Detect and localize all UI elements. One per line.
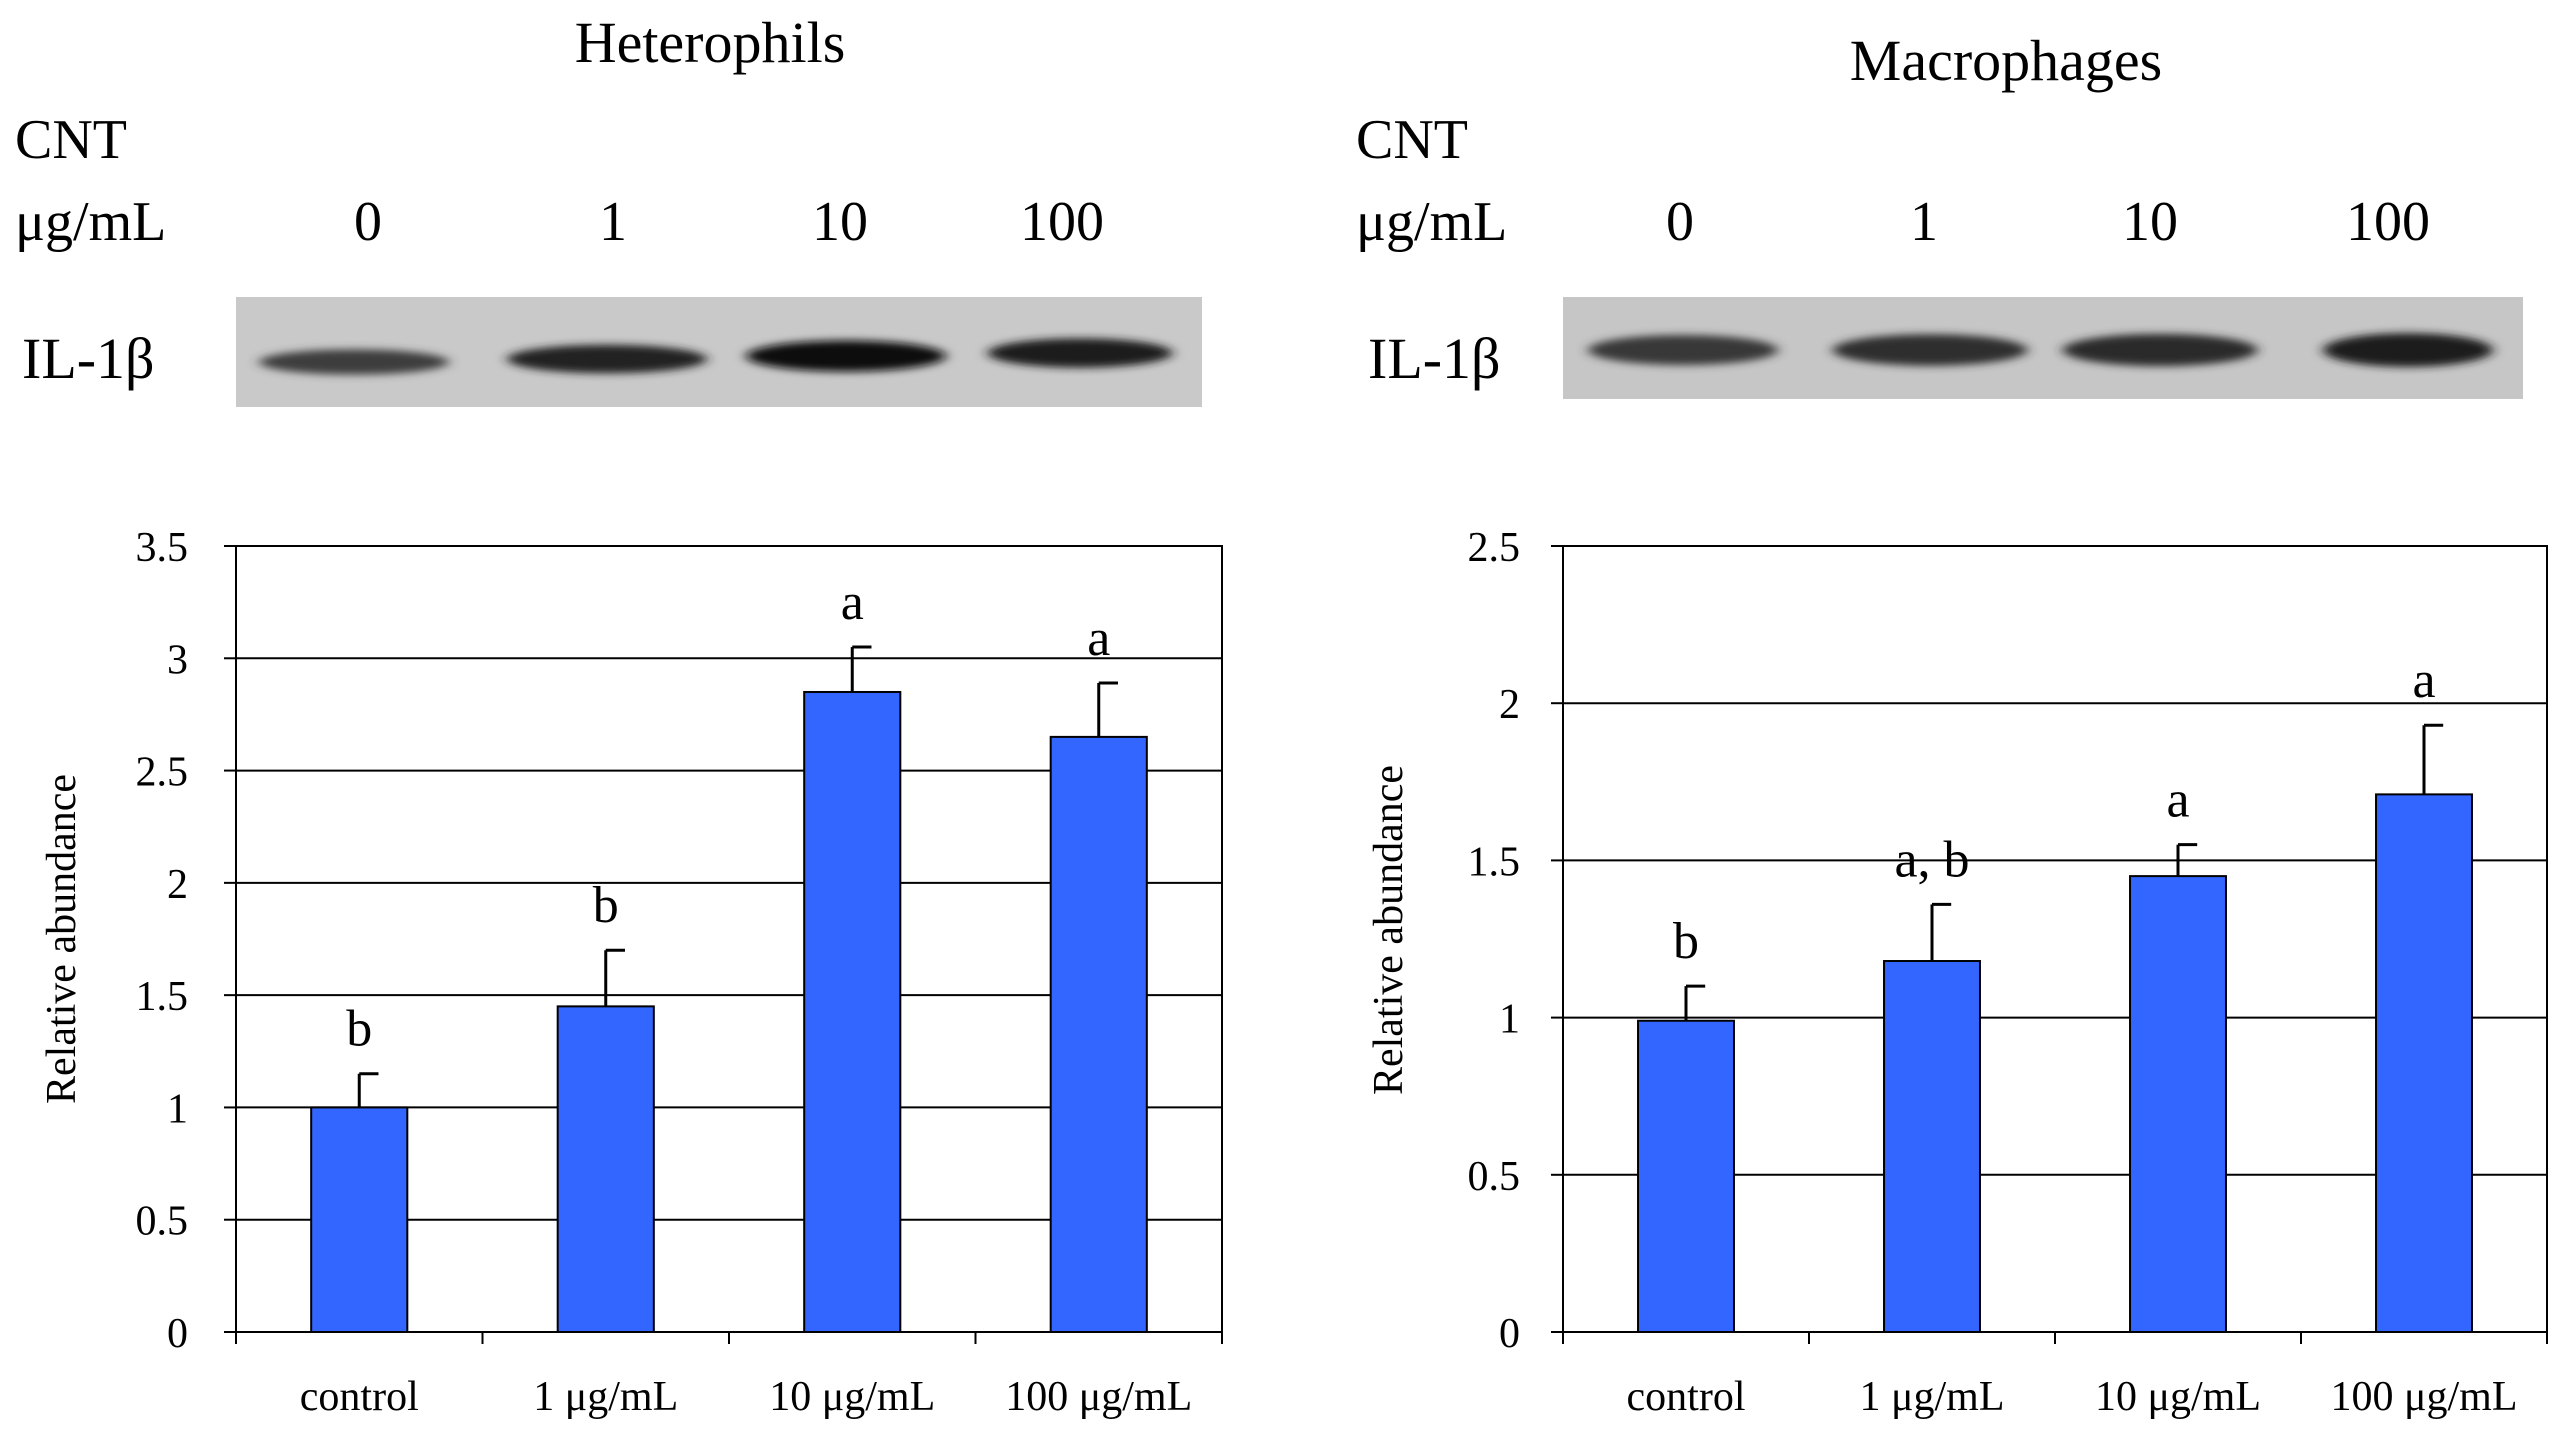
y-axis-label: Relative abundance xyxy=(1366,765,1412,1095)
conc-label: 100 xyxy=(1020,191,1104,253)
y-tick-label: 2 xyxy=(167,862,188,908)
bar xyxy=(310,1106,409,1334)
y-tick-label: 1.5 xyxy=(1468,839,1521,885)
significance-label: b xyxy=(1673,913,1699,970)
conc-label: 0 xyxy=(1666,191,1694,253)
blot-band xyxy=(259,349,449,375)
blot-band xyxy=(1832,334,2028,366)
significance-label: a xyxy=(2412,652,2435,709)
significance-label: b xyxy=(593,877,619,934)
western-blot xyxy=(1563,297,2523,399)
y-tick-label: 0.5 xyxy=(1468,1154,1521,1200)
y-tick-label: 2.5 xyxy=(136,750,189,796)
significance-label: a xyxy=(2166,772,2189,829)
conc-label: 10 xyxy=(2122,191,2178,253)
blot-label: IL-1β xyxy=(1368,326,1501,391)
x-tick-label: control xyxy=(1627,1374,1746,1420)
blot-band xyxy=(746,340,946,372)
x-tick-label: 10 μg/mL xyxy=(769,1374,935,1420)
panel-title: Heterophils xyxy=(575,10,846,75)
blot-band xyxy=(507,344,707,374)
bar xyxy=(803,690,902,1333)
y-tick-label: 2 xyxy=(1499,682,1520,728)
bar xyxy=(1049,735,1148,1333)
blot-band xyxy=(2323,333,2493,367)
y-tick-label: 3 xyxy=(167,637,188,683)
significance-label: a xyxy=(841,574,864,631)
cnt-label: CNT xyxy=(1356,109,1468,171)
x-tick-label: control xyxy=(300,1374,419,1420)
significance-label: a xyxy=(1087,610,1110,667)
bar xyxy=(1637,1019,1735,1334)
y-tick-label: 1 xyxy=(167,1086,188,1132)
unit-label: μg/mL xyxy=(15,191,166,253)
panel-macrophages: Macrophages CNT μg/mL 0 1 10 100 IL-1β 0… xyxy=(1356,28,2548,1420)
y-tick-label: 0 xyxy=(1499,1311,1520,1357)
bar xyxy=(1883,960,1981,1333)
conc-label: 0 xyxy=(354,191,382,253)
blot-band xyxy=(1588,335,1778,365)
bar xyxy=(556,1005,655,1333)
x-tick-label: 100 μg/mL xyxy=(1005,1374,1192,1420)
x-tick-label: 1 μg/mL xyxy=(1859,1374,2004,1420)
y-tick-label: 1.5 xyxy=(136,974,189,1020)
x-tick-label: 1 μg/mL xyxy=(533,1374,678,1420)
bar xyxy=(2129,875,2227,1333)
significance-label: a, b xyxy=(1894,831,1969,888)
blot-band xyxy=(987,338,1173,368)
western-blot xyxy=(236,297,1202,407)
blot-band xyxy=(2062,333,2258,367)
y-tick-label: 0 xyxy=(167,1311,188,1357)
significance-label: b xyxy=(346,1001,372,1058)
bar-chart: 0 0.5 1 1.5 2 2.5 3 3.5 b control b 1 μg/mL a 10 μg/m… xyxy=(39,525,1223,1420)
conc-label: 1 xyxy=(1910,191,1938,253)
x-tick-label: 10 μg/mL xyxy=(2095,1374,2261,1420)
panel-heterophils: Heterophils CNT μg/mL 0 1 10 100 IL-1β 0… xyxy=(15,10,1223,1420)
conc-label: 10 xyxy=(812,191,868,253)
y-tick-label: 0.5 xyxy=(136,1199,189,1245)
conc-label: 100 xyxy=(2346,191,2430,253)
bar-chart: 0 0.5 1 1.5 2 2.5 b control a, b 1 μg/mL a 10 μg/mL… xyxy=(1366,525,2548,1420)
panel-title: Macrophages xyxy=(1850,28,2162,93)
y-axis-label: Relative abundance xyxy=(39,774,85,1104)
x-tick-label: 100 μg/mL xyxy=(2330,1374,2517,1420)
y-tick-label: 3.5 xyxy=(136,525,189,571)
cnt-label: CNT xyxy=(15,109,127,171)
y-tick-label: 1 xyxy=(1499,997,1520,1043)
blot-label: IL-1β xyxy=(22,326,155,391)
y-tick-label: 2.5 xyxy=(1468,525,1521,571)
unit-label: μg/mL xyxy=(1356,191,1507,253)
conc-label: 1 xyxy=(599,191,627,253)
bar xyxy=(2375,793,2473,1333)
